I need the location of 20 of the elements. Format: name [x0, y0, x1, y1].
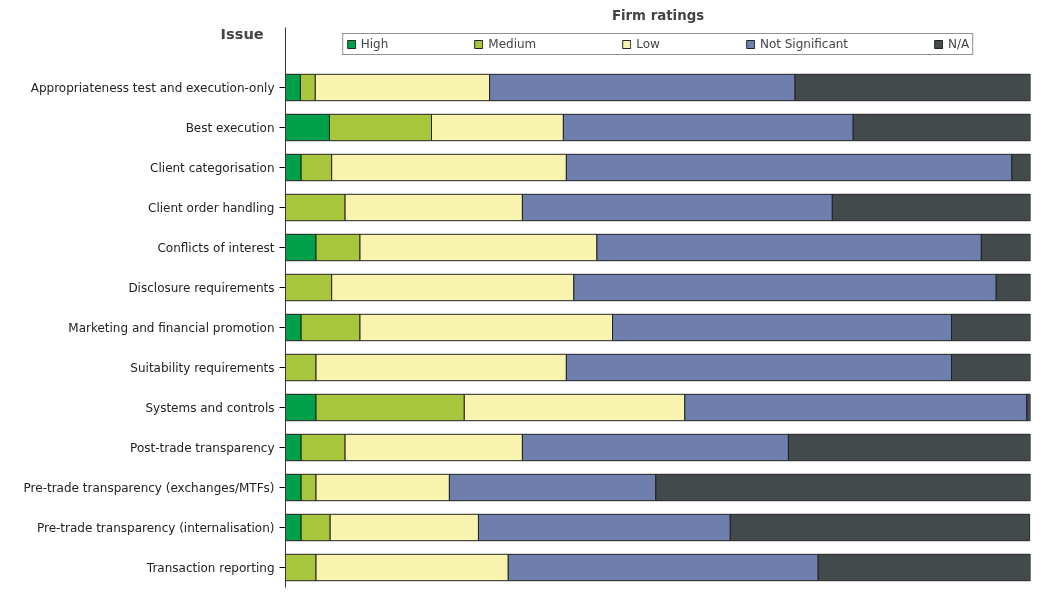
legend-label: N/A: [948, 37, 970, 51]
y-tick-label: Marketing and financial promotion: [68, 320, 275, 335]
y-tick-label: Client categorisation: [150, 160, 275, 175]
y-tick-label: Appropriateness test and execution-only: [30, 80, 275, 95]
y-tick-label: Conflicts of interest: [157, 240, 275, 255]
y-tick-label: Pre-trade transparency (internalisation): [36, 520, 275, 535]
y-tick-label: Suitability requirements: [130, 360, 275, 375]
y-tick-label: Transaction reporting: [145, 560, 275, 575]
legend-label: Medium: [488, 37, 537, 51]
y-axis-title: Issue: [220, 24, 264, 42]
y-tick-label: Systems and controls: [145, 400, 275, 415]
chart-title: Firm ratings: [611, 7, 705, 23]
y-tick-label: Disclosure requirements: [128, 280, 275, 295]
y-tick-label: Client order handling: [148, 200, 275, 215]
legend-label: Not Significant: [759, 37, 849, 51]
y-tick-label: Best execution: [185, 120, 275, 135]
legend-label: Low: [636, 37, 660, 51]
legend-label: High: [360, 37, 389, 51]
y-tick-label: Pre-trade transparency (exchanges/MTFs): [23, 480, 275, 495]
y-tick-label: Post-trade transparency: [130, 440, 275, 455]
